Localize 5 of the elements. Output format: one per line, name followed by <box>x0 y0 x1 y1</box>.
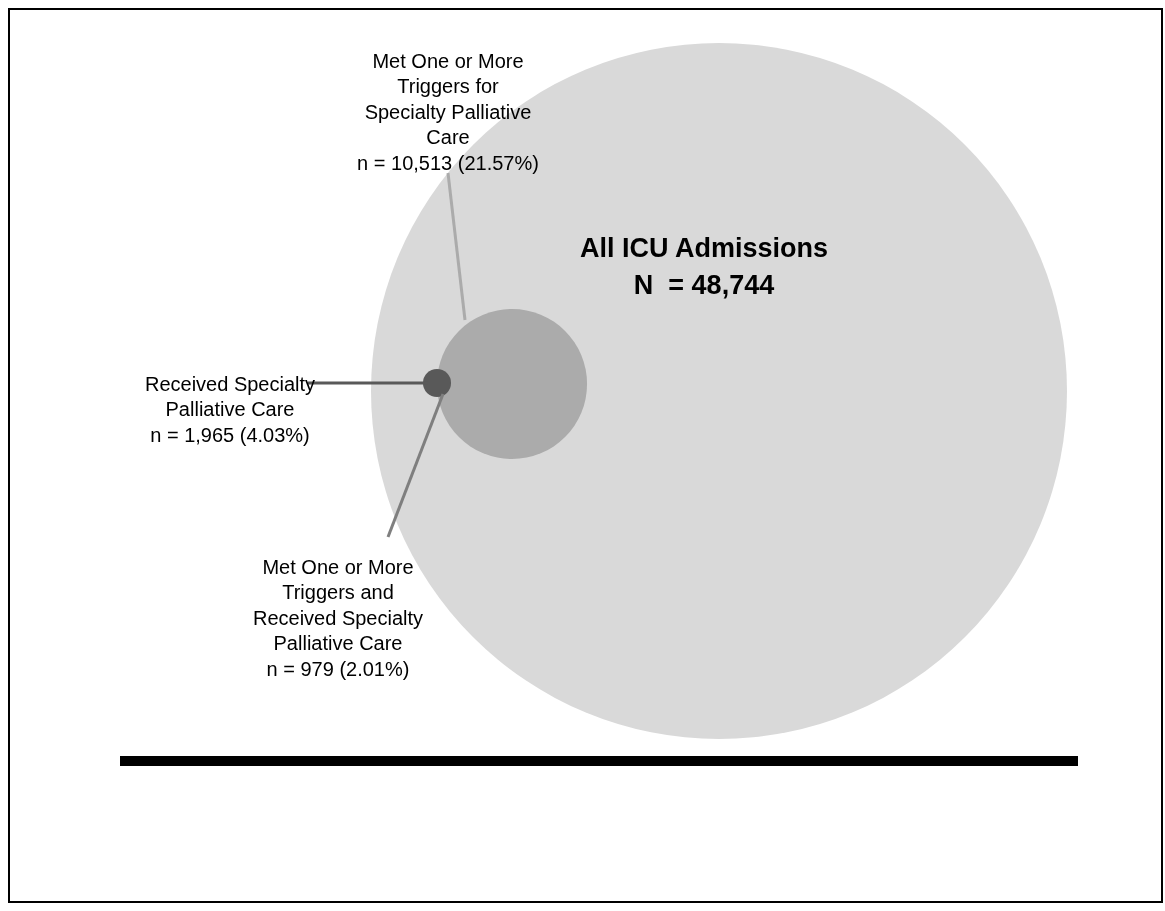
data-label: n = 1,965 (4.03%) <box>150 423 310 446</box>
data-label: N = 48,744 <box>633 270 775 301</box>
category-label: All ICU Admissions <box>579 233 829 264</box>
data-label: n = 10,513 (21.57%) <box>357 151 539 174</box>
data-label: n = 979 (2.01%) <box>266 657 410 680</box>
